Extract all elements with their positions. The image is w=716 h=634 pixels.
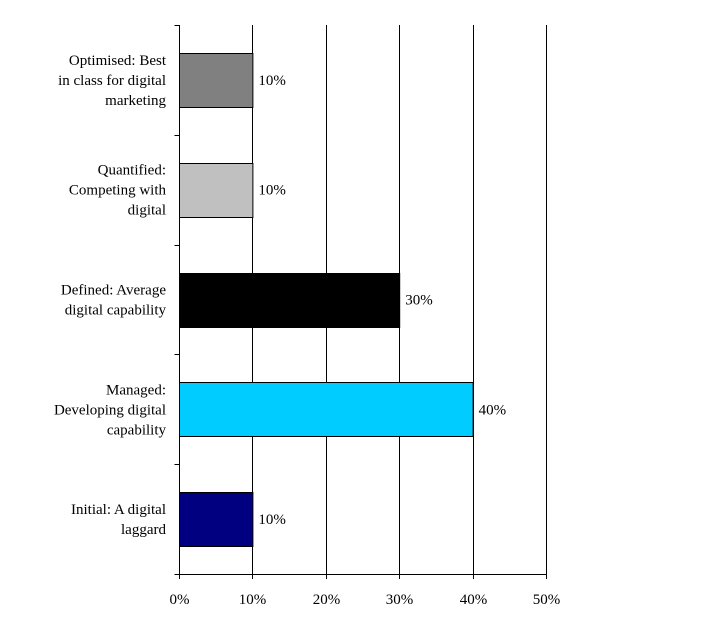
category-label-line: Initial: A digital: [71, 502, 166, 518]
category-label-line: Defined: Average: [61, 283, 166, 299]
x-tick-label-50: 50%: [533, 592, 561, 608]
category-label-line: laggard: [121, 522, 166, 538]
bar-2: [179, 163, 254, 218]
category-label-line: Managed:: [106, 382, 166, 398]
category-label-4: Managed: Developing digital capability: [54, 382, 167, 438]
category-label-line: digital capability: [65, 303, 167, 319]
x-tick-label-20: 20%: [313, 592, 341, 608]
category-label-line: Optimised: Best: [69, 53, 167, 69]
x-tick-label-10: 10%: [239, 592, 267, 608]
x-tick-label-40: 40%: [460, 592, 488, 608]
data-label-2: 10%: [258, 183, 286, 199]
category-label-line: Competing with: [69, 183, 167, 199]
data-label-5: 10%: [258, 512, 286, 528]
bar-4: [179, 382, 474, 437]
bars: [179, 53, 474, 547]
category-label-line: marketing: [105, 93, 166, 109]
data-label-1: 10%: [258, 73, 286, 89]
data-label-3: 30%: [405, 293, 433, 309]
category-label-3: Defined: Average digital capability: [61, 283, 167, 319]
category-label-2: Quantified: Competing with digital: [69, 163, 167, 219]
x-tick-label-0: 0%: [170, 592, 190, 608]
category-label-line: Quantified:: [98, 163, 166, 179]
category-label-line: capability: [107, 422, 167, 438]
bar-1: [179, 53, 254, 108]
axes: [174, 25, 547, 579]
x-tick-label-30: 30%: [386, 592, 414, 608]
category-label-1: Optimised: Best in class for digital marke…: [58, 53, 167, 109]
category-label-5: Initial: A digital laggard: [71, 502, 166, 538]
category-label-line: Developing digital: [54, 402, 166, 418]
bar-5: [179, 492, 254, 547]
category-label-line: in class for digital: [58, 73, 166, 89]
labels: 10% Optimised: Best in class for digital ma…: [54, 53, 560, 608]
category-label-line: digital: [128, 203, 166, 219]
bar-3: [179, 273, 401, 328]
data-label-4: 40%: [479, 402, 507, 418]
